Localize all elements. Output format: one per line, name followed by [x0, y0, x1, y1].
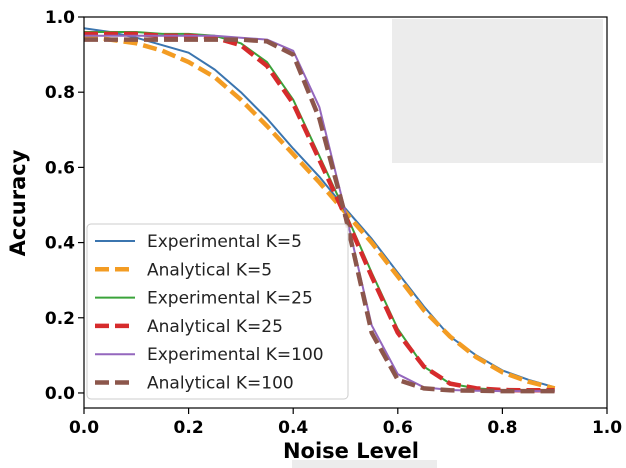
x-tick-label: 0.8: [487, 418, 517, 438]
y-tick-label: 0.6: [45, 158, 75, 178]
x-tick-label: 0.2: [174, 418, 204, 438]
y-tick-label: 1.0: [45, 8, 75, 28]
legend-label: Analytical K=100: [147, 374, 294, 394]
legend-label: Analytical K=5: [147, 260, 272, 280]
x-tick-label: 0.6: [383, 418, 413, 438]
legend-label: Experimental K=100: [147, 345, 324, 365]
x-tick-label: 1.0: [592, 418, 622, 438]
y-axis-label: Accuracy: [6, 149, 30, 256]
x-tick-label: 0.0: [69, 418, 99, 438]
y-tick-label: 0.8: [45, 83, 75, 103]
y-tick-label: 0.4: [45, 234, 75, 254]
series-line-analytical-k-100: [84, 37, 555, 394]
ticks: 0.0 0.2 0.4 0.6 0.8 1.0 0.0 0.2 0.4 0.6 0.8 1.0: [45, 8, 622, 438]
legend-box: [86, 223, 349, 400]
series-line-analytical-k-25: [84, 31, 555, 393]
legend-label: Analytical K=25: [147, 317, 283, 337]
plot-area: [83, 27, 556, 394]
legend-label: Experimental K=5: [147, 232, 302, 252]
series-line-analytical-k-5: [83, 33, 556, 391]
legend: Experimental K=5 Analytical K=5 Experiment…: [86, 223, 349, 400]
occlusion-patch-bottom: [292, 460, 437, 468]
axes-frame: [83, 16, 608, 409]
legend-label: Experimental K=25: [147, 289, 313, 309]
series-line-experimental-k-100: [84, 34, 555, 393]
x-axis-label: Noise Level: [283, 439, 419, 463]
x-tick-label: 0.4: [278, 418, 308, 438]
y-tick-label: 0.0: [45, 384, 75, 404]
y-tick-label: 0.2: [45, 309, 75, 329]
occlusion-patch-top-right: [392, 19, 603, 163]
